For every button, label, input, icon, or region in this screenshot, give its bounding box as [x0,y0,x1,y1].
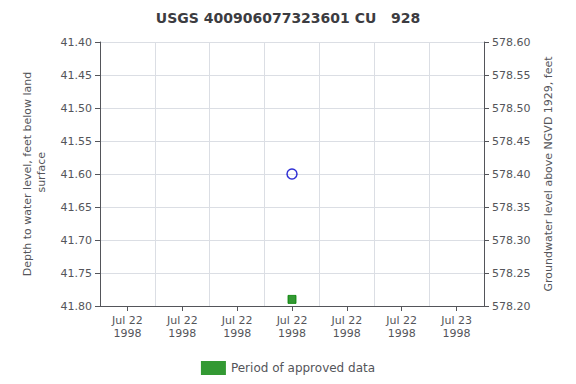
svg-text:41.70: 41.70 [61,234,93,247]
svg-text:578.40: 578.40 [492,168,531,181]
svg-text:578.35: 578.35 [492,201,531,214]
svg-text:578.50: 578.50 [492,102,531,115]
svg-text:Jul 22: Jul 22 [385,314,417,327]
svg-text:Jul 22: Jul 22 [166,314,198,327]
svg-text:41.60: 41.60 [61,168,93,181]
svg-text:578.30: 578.30 [492,234,531,247]
svg-text:41.75: 41.75 [61,267,93,280]
svg-text:Jul 22: Jul 22 [330,314,362,327]
svg-text:578.55: 578.55 [492,69,531,82]
svg-text:Groundwater level above NGVD 1: Groundwater level above NGVD 1929, feet [542,56,555,292]
svg-text:1998: 1998 [333,327,361,340]
svg-text:41.80: 41.80 [61,300,93,313]
svg-text:1998: 1998 [278,327,306,340]
svg-text:1998: 1998 [168,327,196,340]
svg-text:1998: 1998 [223,327,251,340]
svg-text:41.45: 41.45 [61,69,93,82]
svg-text:578.45: 578.45 [492,135,531,148]
svg-text:41.65: 41.65 [61,201,93,214]
svg-text:Depth to water level, feet bel: Depth to water level, feet below land [21,72,34,277]
svg-text:578.20: 578.20 [492,300,531,313]
svg-text:1998: 1998 [388,327,416,340]
svg-text:Jul 23: Jul 23 [440,314,472,327]
svg-text:1998: 1998 [443,327,471,340]
svg-text:578.60: 578.60 [492,36,531,49]
svg-text:578.25: 578.25 [492,267,531,280]
svg-text:1998: 1998 [113,327,141,340]
svg-text:Period of approved data: Period of approved data [231,361,375,375]
svg-text:41.40: 41.40 [61,36,93,49]
svg-text:USGS 400906077323601 CU 928: USGS 400906077323601 CU 928 [156,10,420,26]
svg-text:41.50: 41.50 [61,102,93,115]
svg-text:41.55: 41.55 [61,135,93,148]
svg-text:Jul 22: Jul 22 [221,314,253,327]
svg-text:surface: surface [35,152,48,196]
svg-text:Jul 22: Jul 22 [276,314,308,327]
svg-text:Jul 22: Jul 22 [111,314,143,327]
